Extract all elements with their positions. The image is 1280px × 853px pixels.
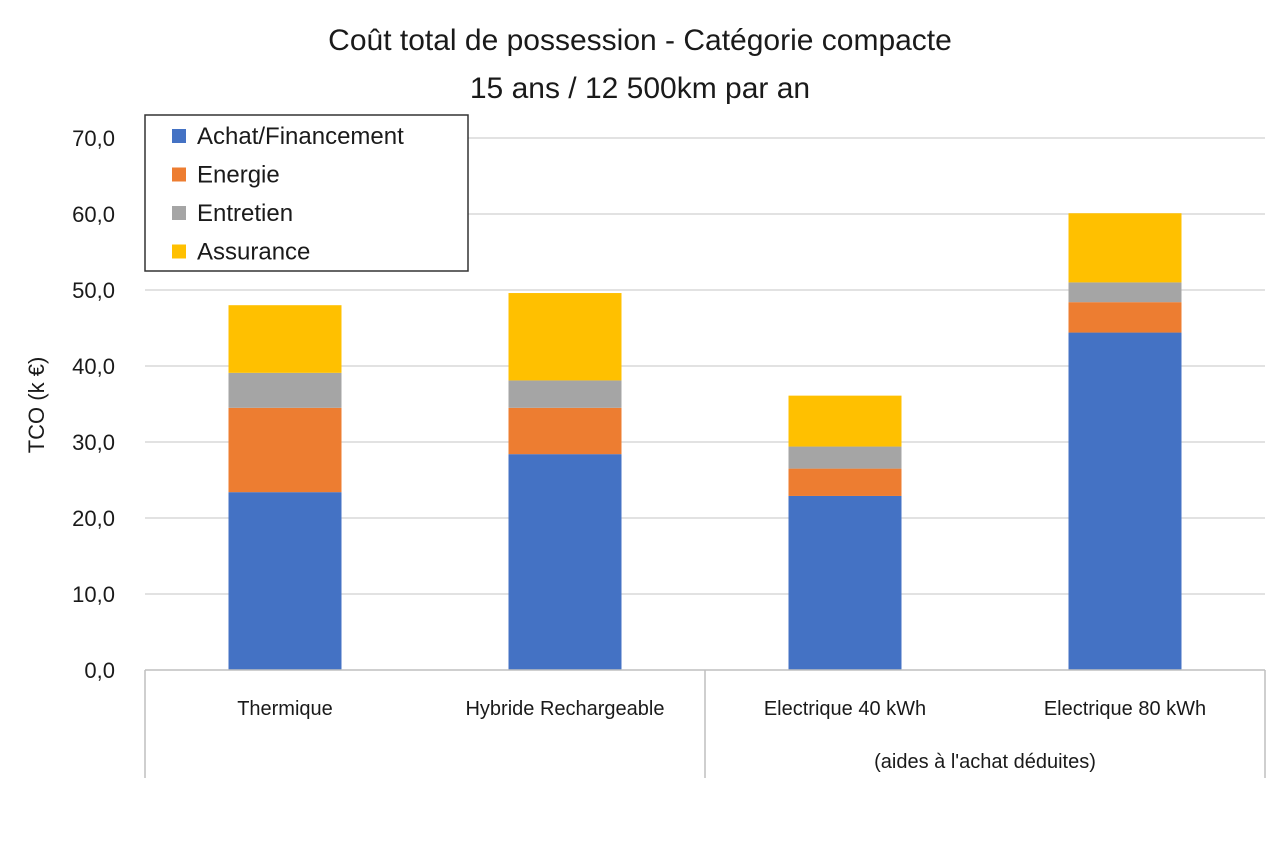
bar-energie-3 (788, 468, 902, 496)
y-tick-label: 0,0 (84, 658, 115, 683)
legend-label: Entretien (197, 200, 293, 227)
group-label: (aides à l'achat déduites) (874, 751, 1096, 773)
category-label: Electrique 80 kWh (1044, 698, 1206, 720)
y-tick-labels: 0,0 10,0 20,0 30,0 40,0 50,0 60,0 70,0 (72, 126, 115, 683)
y-axis-label: TCO (k €) (24, 357, 49, 454)
bar-assurance-3 (788, 395, 902, 447)
legend: Achat/Financement Energie Entretien Assuran… (144, 114, 469, 272)
bar-achat-financement-2 (508, 454, 622, 670)
legend-swatch (172, 129, 186, 143)
legend-box (144, 114, 469, 272)
bar-energie-1 (228, 407, 342, 493)
bar-entretien-3 (788, 446, 902, 469)
legend-swatch (172, 244, 186, 259)
legend-label: Assurance (197, 239, 310, 266)
legend-swatch (172, 167, 186, 182)
y-tick-label: 40,0 (72, 354, 115, 379)
chart-title: Coût total de possession - Catégorie com… (328, 24, 952, 57)
category-label: Thermique (237, 698, 333, 720)
bars (228, 213, 1182, 670)
bar-assurance-1 (228, 305, 342, 373)
legend-label: Energie (197, 162, 280, 189)
y-tick-label: 20,0 (72, 506, 115, 531)
legend-swatch (172, 206, 186, 220)
bar-energie-2 (508, 407, 622, 455)
category-label: Electrique 40 kWh (764, 698, 926, 720)
bar-energie-4 (1068, 302, 1182, 333)
y-tick-label: 10,0 (72, 582, 115, 607)
chart-subtitle: 15 ans / 12 500km par an (470, 72, 810, 105)
bar-entretien-2 (508, 380, 622, 408)
bar-entretien-4 (1068, 282, 1182, 303)
legend-label: Achat/Financement (197, 123, 404, 150)
y-tick-label: 70,0 (72, 126, 115, 151)
y-tick-label: 50,0 (72, 278, 115, 303)
category-label: Hybride Rechargeable (465, 698, 664, 720)
bar-assurance-2 (508, 293, 622, 381)
bar-assurance-4 (1068, 213, 1182, 283)
bar-achat-financement-4 (1068, 332, 1182, 670)
y-tick-label: 60,0 (72, 202, 115, 227)
bar-entretien-1 (228, 372, 342, 408)
bar-achat-financement-1 (228, 492, 342, 670)
y-tick-label: 30,0 (72, 430, 115, 455)
category-axis: Thermique Hybride Rechargeable Electrique … (144, 669, 1266, 778)
bar-achat-financement-3 (788, 495, 902, 670)
